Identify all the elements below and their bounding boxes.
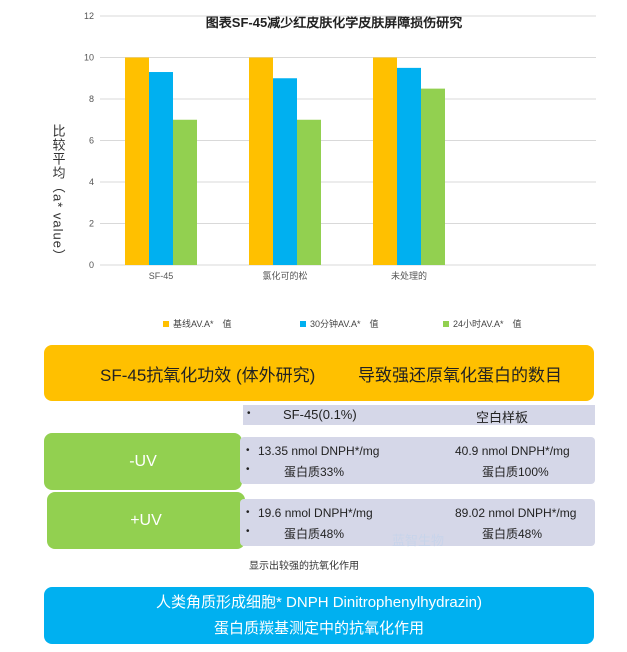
bar [421, 88, 445, 265]
header-sf45: SF-45(0.1%) [283, 407, 357, 422]
footer-line-2: 蛋白质羰基测定中的抗氧化作用 [213, 620, 424, 637]
footer-banner: 人类角质形成细胞* DNPH Dinitrophenylhydrazin) 蛋白… [44, 587, 594, 644]
cell-value: 40.9 nmol DNPH*/mg [455, 444, 570, 458]
watermark: 蓝智生物 [392, 533, 445, 548]
note-text: 显示出较强的抗氧化作用 [249, 561, 359, 572]
banner-title: SF-45抗氧化功效 (体外研究) [100, 365, 316, 385]
footer-line-1: 人类角质形成细胞* DNPH Dinitrophenylhydrazin) [156, 594, 482, 611]
cell-value: 蛋白质48% [482, 527, 543, 541]
antioxidant-banner: SF-45抗氧化功效 (体外研究) 导致强还原氧化蛋白的数目 [44, 345, 594, 401]
legend-swatch [163, 320, 169, 327]
y-tick-label: 2 [89, 219, 94, 229]
bullet: • [247, 408, 251, 419]
bullet: • [246, 464, 250, 475]
bullet: • [246, 526, 250, 537]
header-blank-sample: 空白样板 [476, 410, 529, 425]
y-tick-label: 0 [89, 260, 94, 270]
bar [297, 119, 321, 265]
x-tick-labels: SF-45 氯化可的松 未处理的 [149, 270, 427, 281]
y-tick-label: 6 [89, 136, 94, 146]
y-tick-label: 4 [89, 177, 94, 187]
bar [173, 119, 197, 265]
row-label-plus-uv: +UV [47, 492, 245, 549]
bar [373, 57, 397, 265]
x-tick-label: SF-45 [149, 271, 174, 281]
cell-value: 19.6 nmol DNPH*/mg [258, 506, 373, 520]
bar [273, 78, 297, 265]
cell-value: 蛋白质48% [284, 527, 345, 541]
banner-subtitle: 导致强还原氧化蛋白的数目 [358, 365, 562, 385]
y-tick-label: 12 [84, 11, 94, 21]
y-axis-label-text: 比较平均（a* value） [50, 123, 66, 263]
legend-label: 基线AV.A* 值 [173, 319, 232, 329]
y-axis-label: 比较平均（a* value） [38, 118, 78, 268]
legend-label: 30分钟AV.A* 值 [310, 319, 379, 329]
cell-value: 13.35 nmol DNPH*/mg [258, 444, 380, 458]
legend-swatch [300, 320, 306, 327]
legend-item-30min: 30分钟AV.A* 值 [300, 317, 379, 330]
table-row: • 19.6 nmol DNPH*/mg • 蛋白质48% 89.02 nmol… [240, 499, 595, 546]
x-tick-label: 未处理的 [391, 270, 427, 281]
bars [125, 57, 445, 266]
x-tick-label: 氯化可的松 [262, 270, 307, 281]
legend-label: 24小时AV.A* 值 [453, 319, 522, 329]
bar [149, 72, 173, 266]
row-label-minus-uv: -UV [44, 433, 242, 490]
bar-chart: 图表SF-45减少红皮肤化学皮肤屏障损伤研究 0 2 4 6 8 10 12 SF-45 氯化… [84, 11, 596, 281]
bar [249, 57, 273, 265]
bullet: • [246, 445, 250, 456]
row-label-text: -UV [129, 452, 157, 470]
row-label-text: +UV [130, 511, 162, 529]
legend-item-24h: 24小时AV.A* 值 [443, 317, 522, 330]
cell-value: 89.02 nmol DNPH*/mg [455, 506, 577, 520]
y-tick-labels: 0 2 4 6 8 10 12 [84, 11, 94, 270]
bar [397, 67, 421, 265]
bar [125, 57, 149, 265]
table-row: • 13.35 nmol DNPH*/mg • 蛋白质33% 40.9 nmol… [240, 437, 595, 484]
y-tick-label: 10 [84, 53, 94, 63]
chart-title: 图表SF-45减少红皮肤化学皮肤屏障损伤研究 [206, 15, 462, 30]
cell-value: 蛋白质100% [482, 465, 549, 479]
y-tick-label: 8 [89, 94, 94, 104]
table-header: • SF-45(0.1%) 空白样板 [243, 405, 595, 425]
legend-item-baseline: 基线AV.A* 值 [163, 317, 232, 330]
bullet: • [246, 507, 250, 518]
legend-swatch [443, 320, 449, 327]
cell-value: 蛋白质33% [284, 465, 345, 479]
